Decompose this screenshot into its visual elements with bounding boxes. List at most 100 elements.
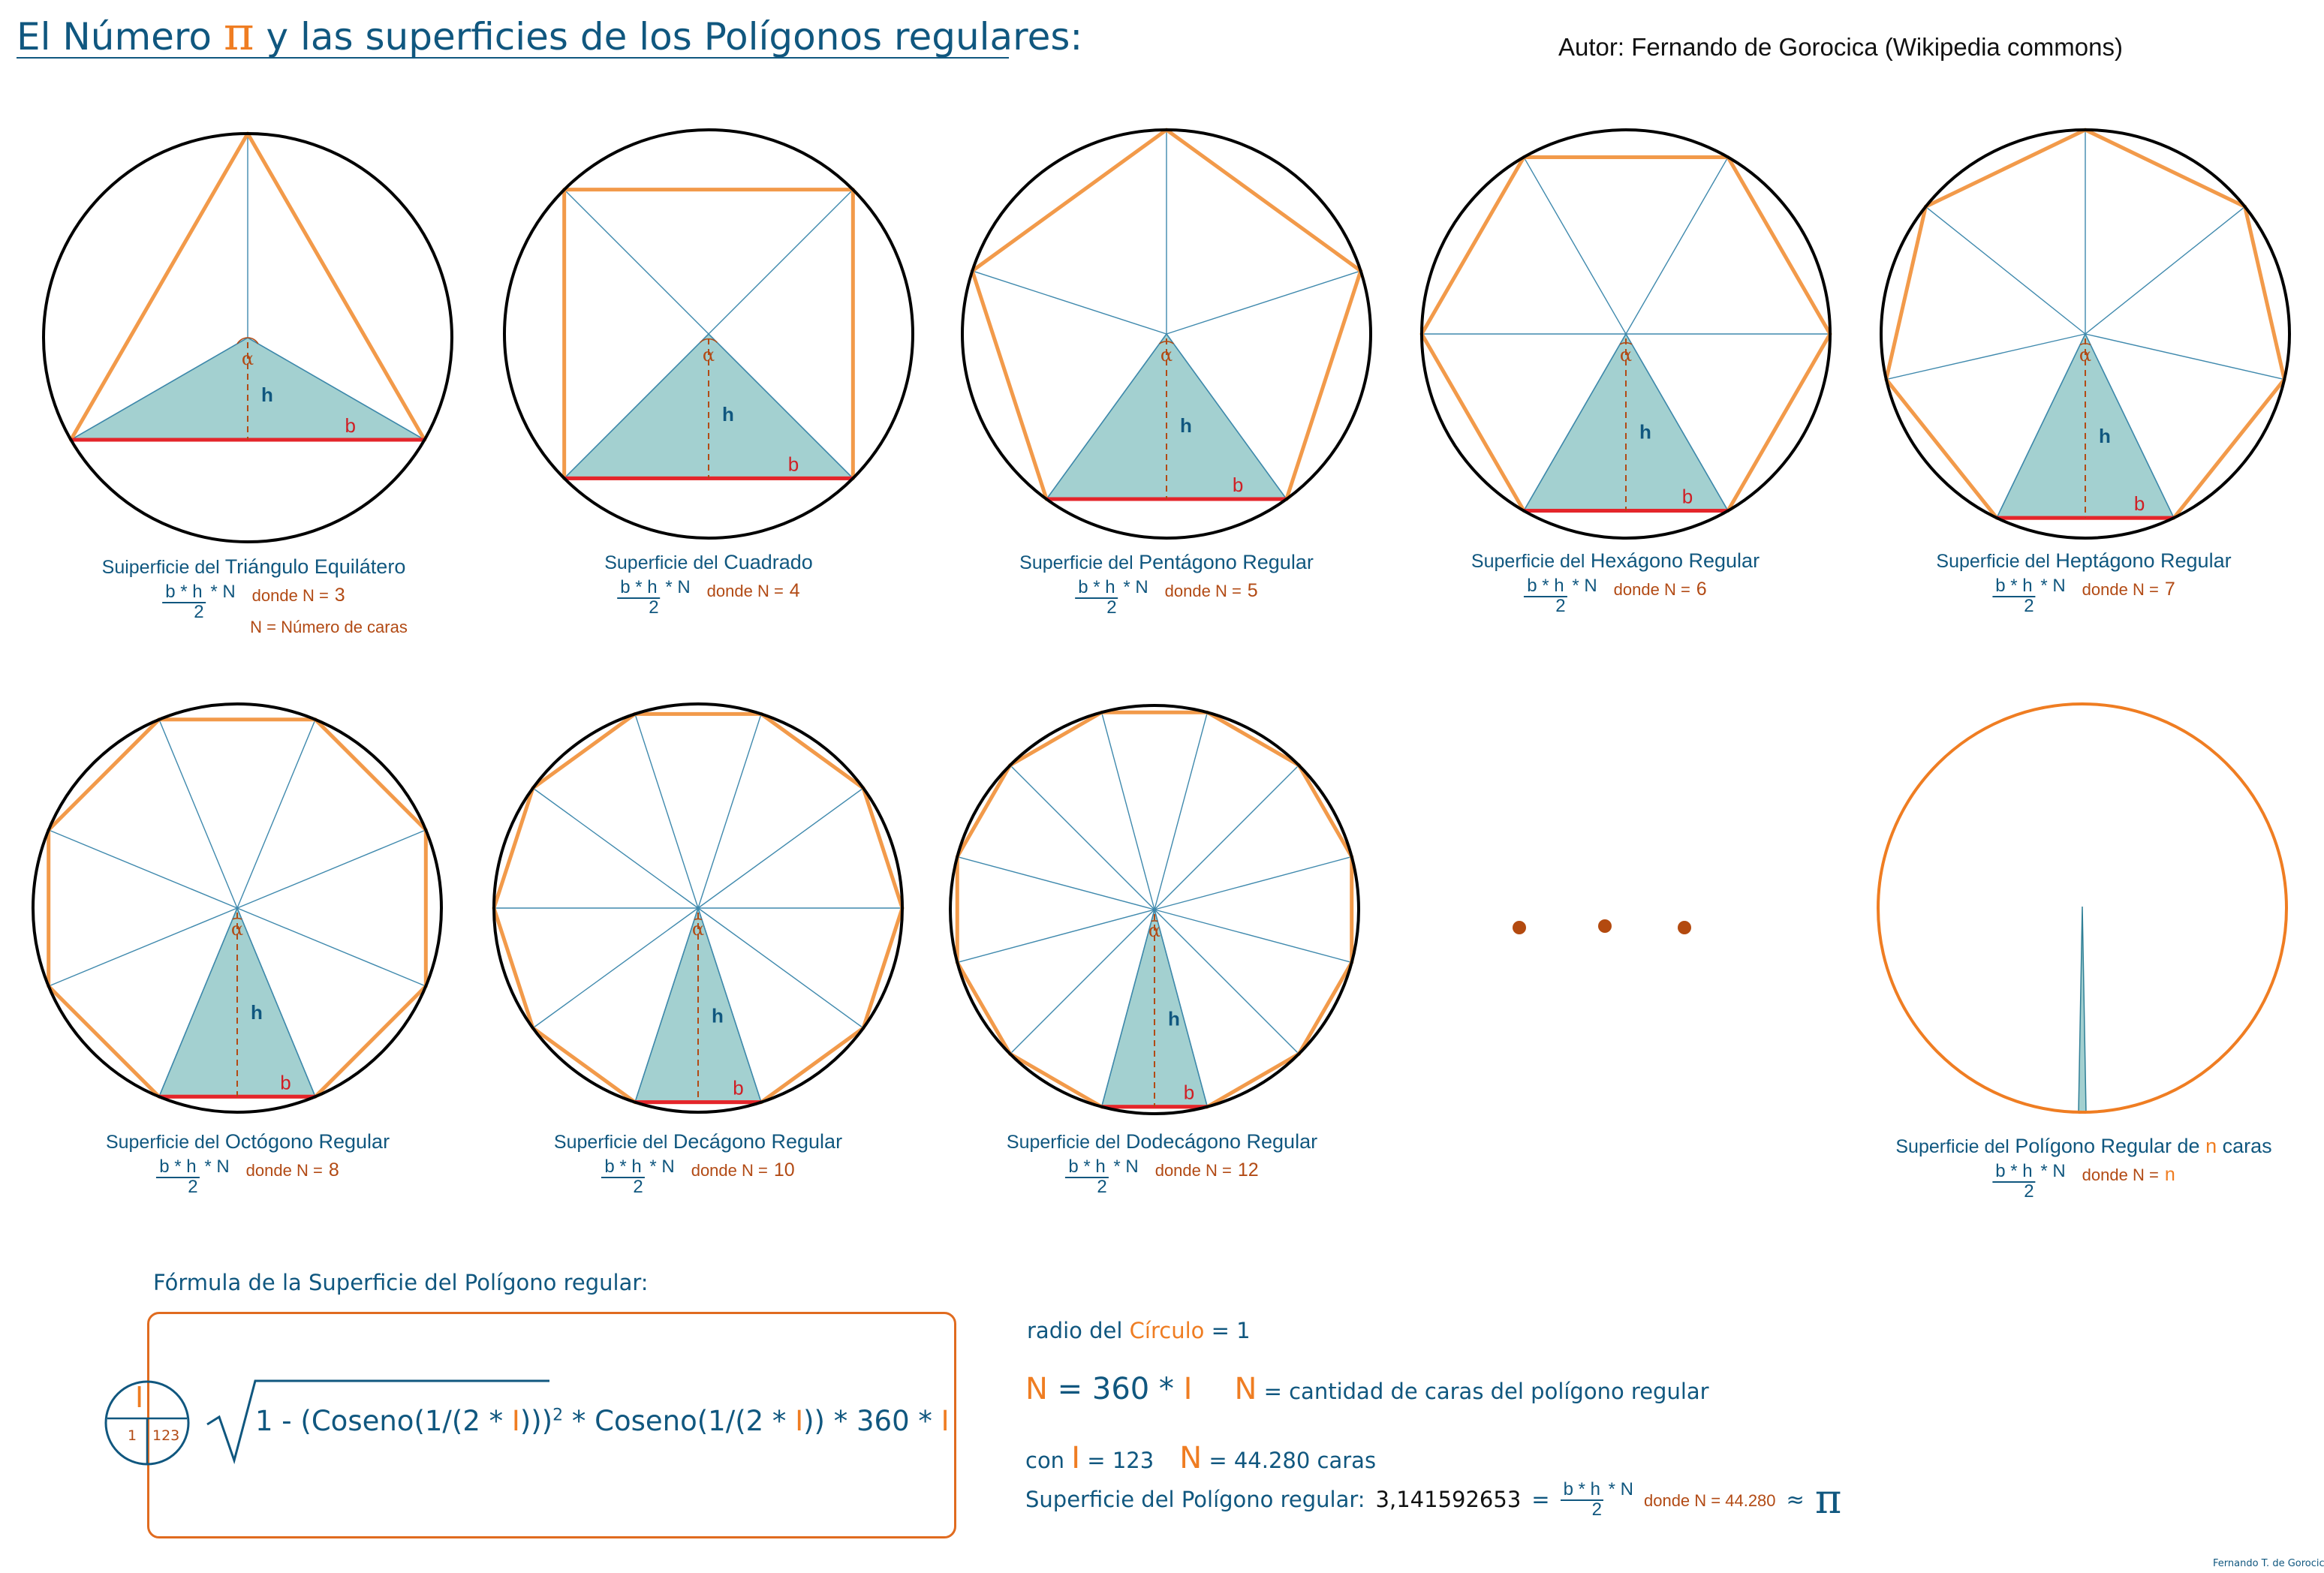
circumscribed-circle xyxy=(949,704,1360,1115)
radius-spoke xyxy=(2085,206,2246,335)
angle-arc xyxy=(1159,341,1174,344)
polygon-figure-5-sides: α h b xyxy=(961,128,1372,540)
circumscribed-circle xyxy=(1420,128,1832,540)
polygon-figure-3-sides: αh b xyxy=(42,131,453,543)
circumscribed-circle xyxy=(961,128,1372,540)
radius-spoke xyxy=(957,856,1155,910)
radius-spoke xyxy=(158,719,238,909)
h-label: h xyxy=(1180,414,1192,437)
title-underline xyxy=(17,57,1009,59)
ellipsis-dot xyxy=(1598,919,1612,933)
radius-spoke xyxy=(532,907,699,1029)
radius-spoke xyxy=(1625,333,1729,511)
alpha-label: α xyxy=(2079,344,2091,365)
radius-spoke xyxy=(708,333,853,479)
circumscribed-circle xyxy=(1880,128,2291,540)
polygon-figure-10-sides: α h b xyxy=(492,702,905,1114)
page-title: El Número π y las superficies de los Pol… xyxy=(17,6,1083,61)
alpha-label: α xyxy=(231,919,243,940)
polygon-name: Superficie del Decágono Regular xyxy=(553,1130,843,1153)
radius-spoke xyxy=(957,909,1155,964)
caption-12-sides: Superficie del Dodecágono Regular b * h *… xyxy=(1006,1130,1318,1197)
polygon-figure-7-sides: α h b xyxy=(1880,128,2291,540)
polygon-name: Superficie del Dodecágono Regular xyxy=(1006,1130,1318,1153)
h-label: h xyxy=(722,403,734,426)
formula-heading: Fórmula de la Superficie del Polígono re… xyxy=(153,1270,649,1295)
caption-4-sides: Superficie del Cuadrado b * h * N 2 donde N… xyxy=(604,551,813,618)
h-label: h xyxy=(2099,425,2111,447)
circumscribed-circle xyxy=(32,702,443,1114)
polygon-name: Superficie del Cuadrado xyxy=(604,551,813,573)
ellipsis-dot xyxy=(1678,921,1691,934)
alpha-label: α xyxy=(1620,344,1632,365)
h-label: h xyxy=(1639,421,1651,444)
limit-polygon-figure xyxy=(1877,702,2288,1114)
caption-7-sides: Superficie del Heptágono Regular b * h * … xyxy=(1936,549,2232,616)
radius-spoke xyxy=(564,333,709,479)
area-fraction: b * h * N 2 xyxy=(1992,1161,2066,1202)
result-line: Superficie del Polígono regular: 3,14159… xyxy=(1025,1475,1842,1523)
radius-spoke xyxy=(1166,270,1361,335)
radius-spoke xyxy=(247,337,425,441)
angle-arc xyxy=(1619,341,1633,345)
radius-spoke xyxy=(236,907,316,1097)
badge-value-left: 1 xyxy=(128,1427,137,1444)
radius-spoke xyxy=(1154,909,1299,1054)
angle-arc xyxy=(1151,920,1158,922)
radius-spoke xyxy=(697,787,864,909)
pi-symbol: π xyxy=(223,6,254,61)
ellipsis-dot xyxy=(1513,921,1526,934)
radius-spoke xyxy=(1886,333,2086,380)
radius-spoke xyxy=(697,907,762,1102)
radius-spoke xyxy=(1154,712,1209,910)
radius-spoke xyxy=(236,829,426,909)
caption-10-sides: Superficie del Decágono Regular b * h * N… xyxy=(553,1130,843,1197)
thin-triangle xyxy=(2078,906,2087,1113)
radius-spoke xyxy=(1154,856,1352,910)
footer-credit: Fernando T. de Gorocica xyxy=(2213,1558,2324,1569)
radius-spoke xyxy=(1996,333,2086,519)
radius-spoke xyxy=(1046,333,1167,500)
alpha-label: α xyxy=(692,919,704,940)
radius-spoke xyxy=(708,189,853,335)
radius-spoke xyxy=(158,907,238,1097)
polygon-name: Superficie del Pentágono Regular xyxy=(1019,551,1314,573)
circumscribed-circle xyxy=(503,128,914,540)
b-label: b xyxy=(2134,492,2145,515)
pi-result-symbol: π xyxy=(1814,1475,1842,1523)
b-label: b xyxy=(280,1071,290,1093)
alpha-label: α xyxy=(703,344,715,365)
radius-spoke xyxy=(532,787,699,909)
radius-spoke xyxy=(48,829,238,909)
radius-spoke xyxy=(1523,157,1627,335)
polygon-name: Superficie del Heptágono Regular xyxy=(1936,549,2232,572)
polygon-figure-6-sides: α h b xyxy=(1419,128,1832,540)
polygon-name: Superficie del Octógono Regular xyxy=(105,1130,390,1153)
radius-spoke xyxy=(564,189,709,335)
radius-spoke xyxy=(1154,765,1299,910)
badge-value-right: 123 xyxy=(152,1427,180,1444)
h-label: h xyxy=(261,383,273,406)
angle-arc xyxy=(700,338,718,343)
radius-line: radio del Círculo = 1 xyxy=(1027,1318,1251,1343)
values-line: con I = 123 N = 44.280 caras xyxy=(1025,1441,1377,1475)
result-area-fraction: b * h * N 2 xyxy=(1560,1478,1633,1520)
h-label: h xyxy=(1168,1008,1180,1030)
b-label: b xyxy=(788,453,799,475)
radius-spoke xyxy=(48,907,238,987)
b-label: b xyxy=(345,414,356,437)
b-label: b xyxy=(1184,1081,1194,1104)
radius-spoke xyxy=(972,270,1167,335)
badge-var-i: I xyxy=(135,1381,144,1414)
limit-circle xyxy=(1877,702,2288,1114)
radius-spoke xyxy=(697,714,762,909)
